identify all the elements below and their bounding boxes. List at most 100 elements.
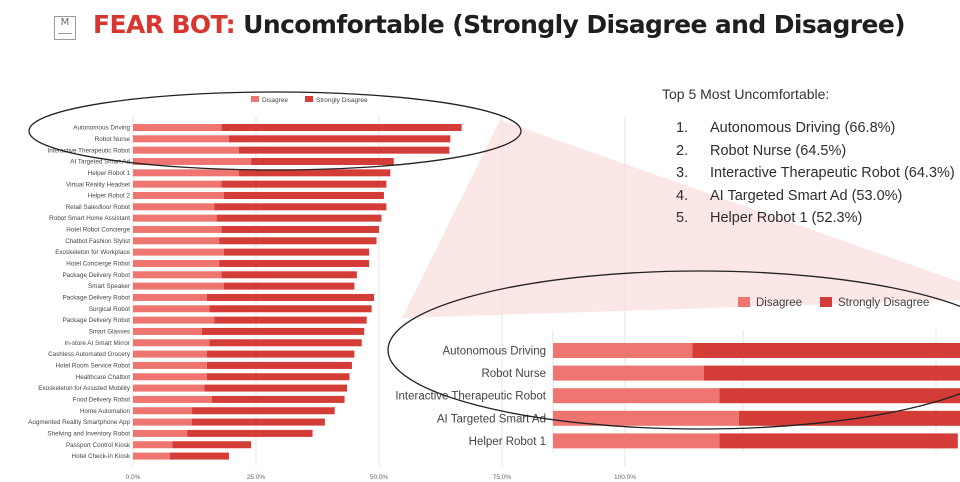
category-label: Chatbot Fashion Stylist (65, 238, 130, 245)
zoom-legend-label-disagree: Disagree (756, 297, 802, 309)
category-label: Healthcare Chatbot (76, 374, 131, 381)
bar-disagree (133, 441, 173, 449)
callout-wedge (402, 120, 960, 318)
title-text: Uncomfortable (Strongly Disagree and Dis… (243, 10, 906, 39)
top5-number: 1. (676, 120, 689, 136)
category-label: Cashless Automated Grocery (48, 351, 131, 358)
bar-disagree (133, 327, 202, 335)
category-label: Hotel Robot Concierge (66, 227, 130, 234)
legend-label-strongly-disagree: Strongly Disagree (316, 97, 368, 104)
bar-disagree (133, 259, 220, 267)
top5-text: AI Targeted Smart Ad (53.0%) (710, 187, 903, 204)
bar-strongly-disagree (206, 361, 352, 369)
title-brand: FEAR BOT: (93, 10, 236, 39)
x-tick-label: 75.0% (493, 474, 512, 481)
zoom-bar-disagree (553, 388, 720, 404)
zoom-category-label: AI Targeted Smart Ad (437, 413, 546, 425)
zoom-chart: Disagree Strongly Disagree Autonomous Driv… (395, 297, 960, 452)
zoom-bar-disagree (553, 433, 720, 449)
bar-strongly-disagree (224, 248, 370, 256)
bar-strongly-disagree (204, 384, 348, 392)
category-label: In-store AI Smart Mirror (65, 340, 130, 347)
bar-disagree (133, 135, 229, 143)
x-tick-label: 0.0% (126, 474, 141, 481)
bar-disagree (133, 169, 239, 177)
category-label: Augmented Reality Smartphone App (28, 419, 130, 426)
zoom-legend-label-strongly-disagree: Strongly Disagree (838, 297, 929, 309)
bar-strongly-disagree (221, 271, 357, 279)
category-label: Shelving and Inventory Robot (47, 431, 130, 438)
top5-item: 2. Robot Nurse (64.5%) (676, 143, 955, 166)
main-chart: 0.0% 25.0% 50.0% 75.0% 100.0% Disagree Strongl… (28, 96, 636, 481)
top5-text: Autonomous Driving (66.8%) (710, 120, 896, 136)
bar-disagree (133, 214, 217, 222)
category-label: Retail Salesfloor Robot (66, 204, 131, 211)
top5-number: 2. (676, 142, 689, 159)
bar-strongly-disagree (209, 339, 362, 347)
category-label: Helper Robot 1 (88, 170, 131, 177)
callout-outline-layer (28, 91, 960, 430)
category-label: Home Automation (80, 408, 131, 415)
callout-background-layer (402, 120, 960, 318)
zoom-bar-strongly-disagree (719, 388, 960, 404)
zoom-ellipse (387, 270, 960, 430)
top5-heading: Top 5 Most Uncomfortable: (662, 86, 830, 102)
zoom-bar-strongly-disagree (692, 343, 960, 358)
bar-disagree (133, 361, 207, 369)
bar-strongly-disagree (221, 225, 379, 233)
bar-strongly-disagree (209, 305, 372, 313)
bar-strongly-disagree (214, 203, 387, 211)
top5-number: 3. (676, 165, 689, 181)
top5-item: 3. Interactive Therapeutic Robot (64.3%) (676, 165, 955, 188)
bar-disagree (133, 384, 205, 392)
zoom-bar-strongly-disagree (738, 410, 960, 426)
zoom-category-label: Helper Robot 1 (469, 436, 546, 448)
category-label: Helper Robot 2 (88, 193, 131, 200)
bar-strongly-disagree (224, 282, 355, 290)
bar-strongly-disagree (169, 452, 229, 460)
category-label: Smart Speaker (88, 283, 130, 290)
category-label: Smart Glasses (89, 329, 130, 336)
bar-disagree (133, 305, 210, 313)
bar-strongly-disagree (221, 180, 387, 188)
bar-strongly-disagree (219, 237, 377, 245)
bar-strongly-disagree (219, 259, 370, 267)
legend-label-disagree: Disagree (262, 97, 288, 104)
bar-strongly-disagree (238, 169, 391, 177)
bar-disagree (133, 248, 225, 256)
bar-disagree (133, 395, 212, 403)
top5-text: Helper Robot 1 (52.3%) (710, 210, 863, 226)
category-label: Passport Control Kiosk (66, 442, 131, 449)
top5-number: 5. (676, 210, 689, 226)
zoom-bar-disagree (553, 410, 739, 426)
legend-swatch-disagree (251, 96, 259, 102)
bar-disagree (133, 339, 210, 347)
top5-item: 4. AI Targeted Smart Ad (53.0%) (676, 188, 955, 211)
category-label: Virtual Reality Headset (66, 181, 130, 188)
bar-strongly-disagree (206, 350, 355, 358)
category-label: AI Targeted Smart Ad (70, 159, 130, 166)
bar-disagree (133, 157, 252, 165)
category-label: Package Delivery Robot (62, 317, 130, 324)
bar-disagree (133, 271, 222, 279)
category-label: Autonomous Driving (73, 125, 130, 132)
category-label: Package Delivery Robot (62, 272, 130, 279)
category-label: Exoskeleton for Assisted Mobility (38, 385, 131, 392)
zoom-bar-strongly-disagree (703, 365, 960, 381)
bar-strongly-disagree (172, 441, 252, 449)
x-tick-label: 25.0% (247, 474, 266, 481)
top5-item: 1. Autonomous Driving (66.8%) (676, 120, 955, 143)
bar-strongly-disagree (187, 429, 313, 437)
bar-disagree (133, 452, 170, 460)
bar-strongly-disagree (192, 407, 335, 415)
page-title: FEAR BOT: Uncomfortable (Strongly Disagr… (93, 10, 906, 39)
bar-disagree (133, 191, 225, 199)
category-label: Hotel Concierge Robot (66, 261, 130, 268)
bar-disagree (133, 316, 215, 324)
bar-strongly-disagree (206, 373, 350, 381)
zoom-legend-swatch-strongly-disagree (820, 297, 832, 307)
bar-disagree (133, 180, 222, 188)
bar-disagree (133, 293, 207, 301)
zoom-bar-disagree (553, 343, 693, 358)
zoom-category-label: Autonomous Driving (442, 346, 546, 358)
